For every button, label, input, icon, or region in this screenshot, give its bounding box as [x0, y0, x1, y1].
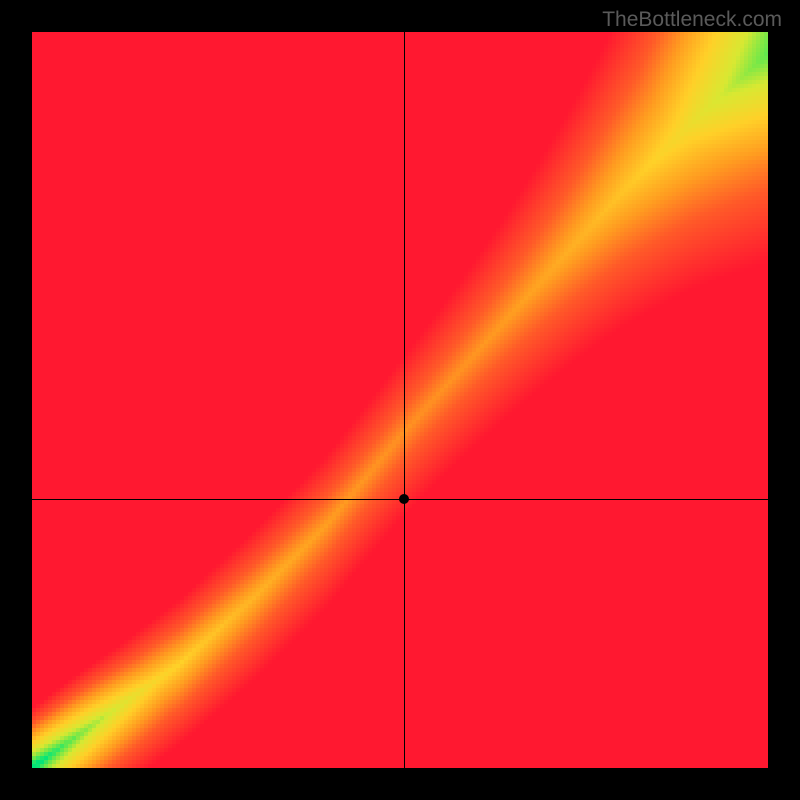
crosshair-vertical [404, 32, 405, 768]
watermark-text: TheBottleneck.com [602, 8, 782, 32]
plot-area [32, 32, 768, 768]
crosshair-dot [399, 494, 409, 504]
chart-container: TheBottleneck.com [0, 0, 800, 800]
heatmap-canvas [32, 32, 768, 768]
